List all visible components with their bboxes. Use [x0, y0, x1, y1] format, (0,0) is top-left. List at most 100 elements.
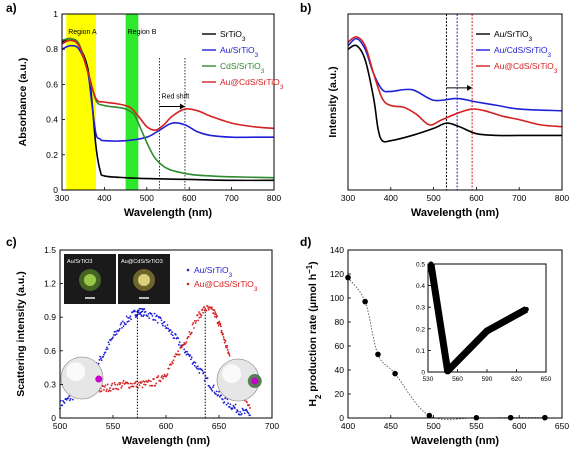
data-point — [100, 359, 103, 362]
data-point — [149, 380, 152, 383]
inset-point — [484, 328, 490, 334]
data-point — [100, 390, 103, 393]
data-point — [114, 334, 117, 336]
data-point — [144, 310, 147, 313]
legend-entry: Au/SrTiO3 — [194, 265, 233, 279]
data-point — [156, 376, 159, 379]
data-point — [201, 369, 204, 372]
data-point — [163, 373, 166, 376]
data-point — [193, 327, 195, 329]
sphere-highlight — [222, 364, 242, 384]
legend-swatch — [186, 268, 190, 272]
inset-x-tick-label: 650 — [541, 376, 552, 383]
data-point — [196, 367, 198, 370]
data-point — [247, 412, 250, 415]
data-point — [150, 313, 153, 315]
data-point — [187, 335, 190, 338]
panel-d: d) 400 450 500 550 600 650 0 20 40 60 80 100 120 140 Wa… — [300, 235, 569, 447]
data-point — [231, 407, 234, 410]
data-point — [165, 374, 168, 377]
data-point — [214, 311, 217, 313]
data-point — [221, 331, 223, 334]
data-point — [115, 387, 118, 390]
data-point — [226, 344, 229, 347]
y-axis-label: Scattering intensity (a.u.) — [15, 271, 27, 396]
data-point — [185, 341, 188, 343]
inset-x-tick-label: 590 — [482, 376, 493, 383]
data-point — [118, 327, 121, 330]
inset-point — [445, 368, 451, 374]
x-axis-label: Wavelength (nm) — [122, 435, 211, 447]
y-tick-label: 1.2 — [44, 279, 56, 289]
data-point — [161, 375, 164, 377]
data-point — [248, 403, 251, 406]
data-point — [116, 383, 119, 386]
x-tick-label: 400 — [97, 193, 111, 203]
data-point — [204, 307, 207, 310]
data-point — [106, 348, 109, 350]
arrow-head — [467, 84, 473, 91]
data-point — [182, 344, 185, 346]
data-point — [160, 319, 163, 322]
data-point — [124, 323, 127, 326]
data-point — [392, 370, 398, 377]
data-point — [210, 388, 213, 391]
y-axis-label: Absorbance (a.u.) — [17, 58, 29, 147]
legend-entry: Au/CdS/SrTiO3 — [494, 45, 552, 59]
data-point — [235, 411, 238, 414]
data-point — [225, 403, 228, 406]
data-point — [108, 343, 111, 346]
inset-y-tick-label: 0.3 — [416, 305, 425, 312]
data-point — [138, 384, 141, 387]
region-label: Region B — [128, 29, 157, 36]
data-point — [198, 372, 201, 374]
y-tick-label: 0.6 — [44, 346, 56, 356]
data-point — [151, 384, 154, 387]
sphere-highlight — [66, 362, 86, 382]
data-point — [106, 388, 108, 391]
legend-entry: Au@CdS/SrTiO3 — [494, 61, 558, 75]
data-point — [217, 322, 220, 325]
data-point — [186, 337, 189, 340]
data-point — [118, 383, 121, 386]
data-point — [63, 402, 66, 404]
inset-y-tick-label: 0.5 — [416, 262, 425, 269]
data-point — [155, 382, 158, 385]
data-point — [189, 354, 192, 357]
data-point — [187, 353, 190, 356]
x-tick-label: 500 — [53, 421, 67, 431]
data-point — [105, 348, 108, 351]
data-point — [224, 340, 227, 342]
data-point — [170, 333, 173, 336]
y-tick-label: 1.5 — [44, 245, 56, 255]
data-point — [104, 351, 107, 354]
data-point — [193, 364, 196, 367]
series-line — [347, 36, 563, 128]
data-point — [246, 401, 248, 404]
data-point — [198, 316, 201, 319]
inset-line — [427, 263, 529, 375]
data-point — [228, 354, 231, 357]
data-point — [106, 346, 108, 349]
data-point — [213, 315, 216, 318]
data-point — [164, 325, 167, 328]
annotation-text: Red shift — [162, 93, 190, 100]
data-point — [119, 323, 122, 326]
legend-entry: Au/SrTiO3 — [494, 29, 533, 43]
data-point — [103, 386, 106, 388]
data-point — [177, 350, 180, 353]
particle-core — [138, 274, 150, 286]
data-point — [120, 386, 123, 389]
data-point — [118, 329, 120, 332]
data-point — [237, 410, 239, 413]
data-point — [162, 324, 164, 327]
data-point — [112, 336, 114, 339]
data-point — [206, 305, 209, 308]
data-point — [99, 355, 102, 358]
data-point — [165, 326, 168, 329]
data-point — [226, 348, 229, 351]
data-point — [168, 367, 170, 370]
data-point — [239, 411, 242, 413]
y-tick-label: 100 — [330, 293, 344, 303]
